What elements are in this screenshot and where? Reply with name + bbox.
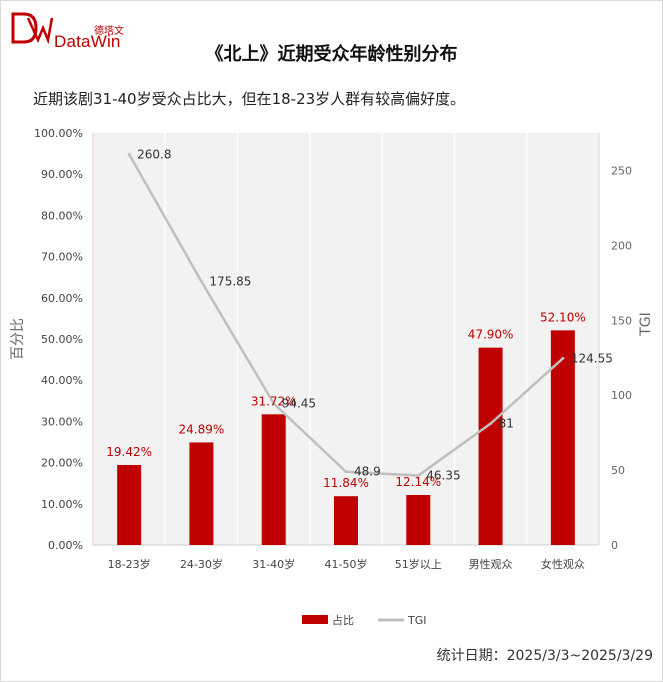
bar-data-label: 31.72%: [251, 394, 297, 408]
x-tick-label: 18-23岁: [108, 557, 151, 571]
y-axis-title: 百分比: [10, 318, 26, 360]
bar: [261, 414, 286, 545]
legend-swatch-bar: [302, 615, 328, 624]
y-tick-label: 60.00%: [41, 292, 83, 305]
bar: [117, 464, 142, 545]
y-tick-label: 10.00%: [41, 498, 83, 511]
tgi-data-label: 48.9: [354, 465, 381, 479]
bar: [334, 496, 358, 545]
y-tick-label: 90.00%: [41, 168, 83, 181]
y-tick-label: 20.00%: [41, 457, 83, 470]
y-right-tick-label: 100: [611, 389, 632, 402]
tgi-point: [489, 422, 493, 426]
tgi-point: [344, 470, 348, 474]
y-tick-label: 50.00%: [41, 333, 83, 346]
y-tick-label: 40.00%: [41, 374, 83, 387]
tgi-data-label: 46.35: [426, 469, 460, 483]
bar-data-label: 12.14%: [395, 475, 441, 489]
tgi-point: [199, 280, 203, 284]
bar: [406, 494, 431, 545]
tgi-data-label: 81: [499, 417, 514, 431]
x-tick-label: 24-30岁: [180, 557, 223, 571]
y-tick-label: 70.00%: [41, 251, 83, 264]
x-tick-label: 31-40岁: [252, 557, 295, 571]
legend-label-bar: 占比: [332, 613, 354, 627]
chart-subtitle: 近期该剧31-40岁受众占比大，但在18-23岁人群有较高偏好度。: [33, 90, 466, 108]
tgi-data-label: 260.8: [137, 147, 171, 161]
bar-data-label: 19.42%: [106, 445, 152, 459]
tgi-point: [127, 152, 131, 156]
tgi-point: [561, 356, 565, 360]
legend-label-line: TGI: [407, 614, 427, 627]
y-tick-label: 0.00%: [48, 539, 83, 552]
bar-data-label: 52.10%: [540, 310, 586, 324]
tgi-data-label: 175.85: [209, 275, 251, 289]
x-tick-label: 女性观众: [541, 557, 585, 571]
plot-area: [93, 133, 599, 545]
bar-data-label: 24.89%: [179, 422, 225, 436]
y-tick-label: 80.00%: [41, 209, 83, 222]
bar-data-label: 47.90%: [468, 328, 514, 342]
logo-mark-icon: [11, 12, 54, 45]
tgi-point: [416, 474, 420, 478]
tgi-point: [272, 401, 276, 405]
x-tick-label: 41-50岁: [325, 557, 368, 571]
y-right-tick-label: 50: [611, 464, 625, 477]
logo-cn-text: 德塔文: [94, 26, 124, 37]
y-tick-label: 30.00%: [41, 415, 83, 428]
bar: [189, 442, 214, 545]
tgi-data-label: 124.55: [571, 351, 613, 365]
bar-data-label: 11.84%: [323, 476, 369, 490]
logo-en-text: DataWin: [54, 32, 121, 51]
stat-date: 统计日期：2025/3/3~2025/3/29: [436, 648, 653, 664]
y-right-tick-label: 0: [611, 539, 618, 552]
y-right-tick-label: 250: [611, 164, 632, 177]
tgi-data-label: 94.45: [282, 396, 316, 410]
datawin-logo: 德塔文 DataWin: [10, 10, 150, 51]
combo-chart: 0.00% 10.00% 20.00% 30.00% 40.00% 50.00% 60.00…: [10, 127, 654, 627]
chart-title: 《北上》近期受众年龄性别分布: [205, 44, 458, 65]
x-tick-label: 男性观众: [469, 557, 513, 571]
bar: [478, 347, 503, 545]
x-tick-label: 51岁以上: [395, 557, 442, 571]
y-right-tick-label: 200: [611, 239, 632, 252]
y-right-tick-label: 150: [611, 314, 632, 327]
y-right-axis-title: TGI: [638, 312, 654, 337]
y-tick-label: 100.00%: [34, 127, 83, 140]
